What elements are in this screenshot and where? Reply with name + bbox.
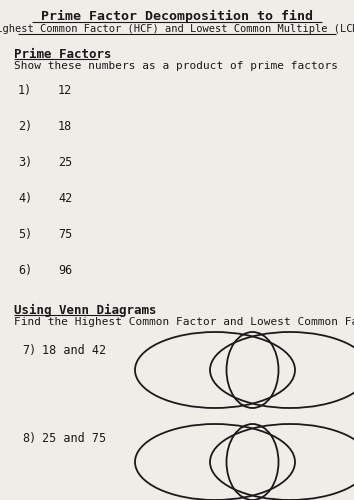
Text: 12: 12 — [58, 84, 72, 97]
Text: Using Venn Diagrams: Using Venn Diagrams — [14, 304, 156, 317]
Text: 5): 5) — [18, 228, 32, 241]
Text: 6): 6) — [18, 264, 32, 277]
Text: 96: 96 — [58, 264, 72, 277]
Text: 75: 75 — [58, 228, 72, 241]
Text: 25 and 75: 25 and 75 — [42, 432, 106, 445]
Text: Highest Common Factor (HCF) and Lowest Common Multiple (LCM): Highest Common Factor (HCF) and Lowest C… — [0, 24, 354, 34]
Text: 3): 3) — [18, 156, 32, 169]
Text: 4): 4) — [18, 192, 32, 205]
Text: Show these numbers as a product of prime factors: Show these numbers as a product of prime… — [14, 61, 338, 71]
Text: 18: 18 — [58, 120, 72, 133]
Text: 8): 8) — [22, 432, 36, 445]
Text: 42: 42 — [58, 192, 72, 205]
Text: 2): 2) — [18, 120, 32, 133]
Text: 25: 25 — [58, 156, 72, 169]
Text: 18 and 42: 18 and 42 — [42, 344, 106, 357]
Text: Prime Factor Decomposition to find: Prime Factor Decomposition to find — [41, 10, 313, 23]
Text: 1): 1) — [18, 84, 32, 97]
Text: Find the Highest Common Factor and Lowest Common Factor of: Find the Highest Common Factor and Lowes… — [14, 317, 354, 327]
Text: Prime Factors: Prime Factors — [14, 48, 112, 61]
Text: 7): 7) — [22, 344, 36, 357]
